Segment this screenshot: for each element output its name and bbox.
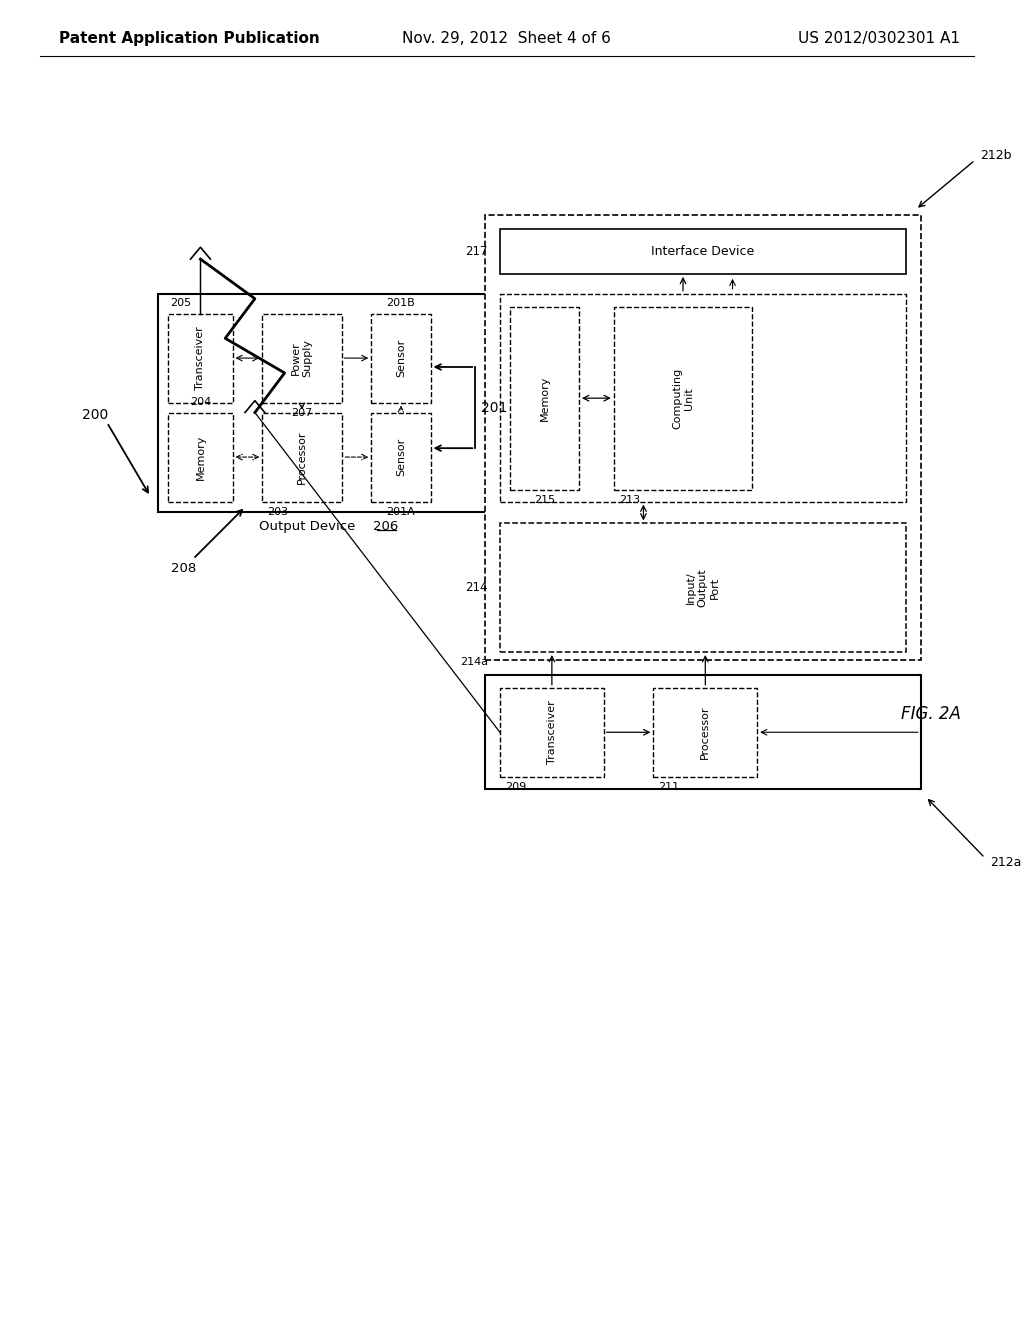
Text: Sensor: Sensor — [396, 438, 406, 477]
FancyBboxPatch shape — [500, 524, 906, 652]
FancyBboxPatch shape — [500, 688, 604, 776]
Text: Memory: Memory — [540, 375, 550, 421]
Text: 201B: 201B — [386, 297, 416, 308]
FancyBboxPatch shape — [262, 314, 342, 403]
Text: 201: 201 — [481, 400, 508, 414]
Text: 214: 214 — [466, 581, 488, 594]
FancyBboxPatch shape — [613, 306, 753, 490]
FancyBboxPatch shape — [372, 413, 431, 502]
Text: Computing
Unit: Computing Unit — [672, 367, 694, 429]
Text: Input/
Output
Port: Input/ Output Port — [686, 569, 720, 607]
Text: Patent Application Publication: Patent Application Publication — [59, 32, 321, 46]
Text: 214a: 214a — [460, 657, 488, 667]
Text: Transceiver: Transceiver — [196, 326, 206, 389]
Text: US 2012/0302301 A1: US 2012/0302301 A1 — [799, 32, 961, 46]
Text: Sensor: Sensor — [396, 339, 406, 378]
Text: 215: 215 — [534, 495, 555, 504]
Text: 213: 213 — [618, 495, 640, 504]
Text: 212b: 212b — [980, 149, 1012, 161]
FancyBboxPatch shape — [485, 215, 921, 660]
FancyBboxPatch shape — [262, 413, 342, 502]
Text: 211: 211 — [658, 781, 679, 792]
Text: 209: 209 — [505, 781, 526, 792]
Text: 206: 206 — [374, 520, 398, 533]
Text: FIG. 2A: FIG. 2A — [900, 705, 961, 723]
Text: Interface Device: Interface Device — [651, 246, 755, 259]
Text: 200: 200 — [82, 408, 109, 422]
Text: Processor: Processor — [297, 430, 307, 484]
Text: Output Device: Output Device — [259, 520, 355, 533]
Text: 217: 217 — [466, 246, 488, 259]
Text: 203: 203 — [267, 507, 289, 516]
Text: 204: 204 — [189, 396, 211, 407]
FancyBboxPatch shape — [372, 314, 431, 403]
Text: 201A: 201A — [386, 507, 416, 516]
Text: 207: 207 — [291, 408, 312, 417]
FancyBboxPatch shape — [168, 314, 232, 403]
FancyBboxPatch shape — [168, 413, 232, 502]
Text: Memory: Memory — [196, 434, 206, 479]
FancyBboxPatch shape — [485, 675, 921, 788]
FancyBboxPatch shape — [500, 230, 906, 275]
Text: Power
Supply: Power Supply — [291, 339, 312, 378]
FancyBboxPatch shape — [159, 294, 554, 512]
Text: 205: 205 — [170, 297, 191, 308]
Text: Transceiver: Transceiver — [547, 701, 557, 764]
Text: 208: 208 — [171, 562, 196, 576]
Text: Processor: Processor — [700, 705, 711, 759]
FancyBboxPatch shape — [510, 306, 580, 490]
Text: 212a: 212a — [990, 857, 1021, 870]
FancyBboxPatch shape — [653, 688, 758, 776]
FancyBboxPatch shape — [500, 294, 906, 502]
Text: Nov. 29, 2012  Sheet 4 of 6: Nov. 29, 2012 Sheet 4 of 6 — [402, 32, 611, 46]
